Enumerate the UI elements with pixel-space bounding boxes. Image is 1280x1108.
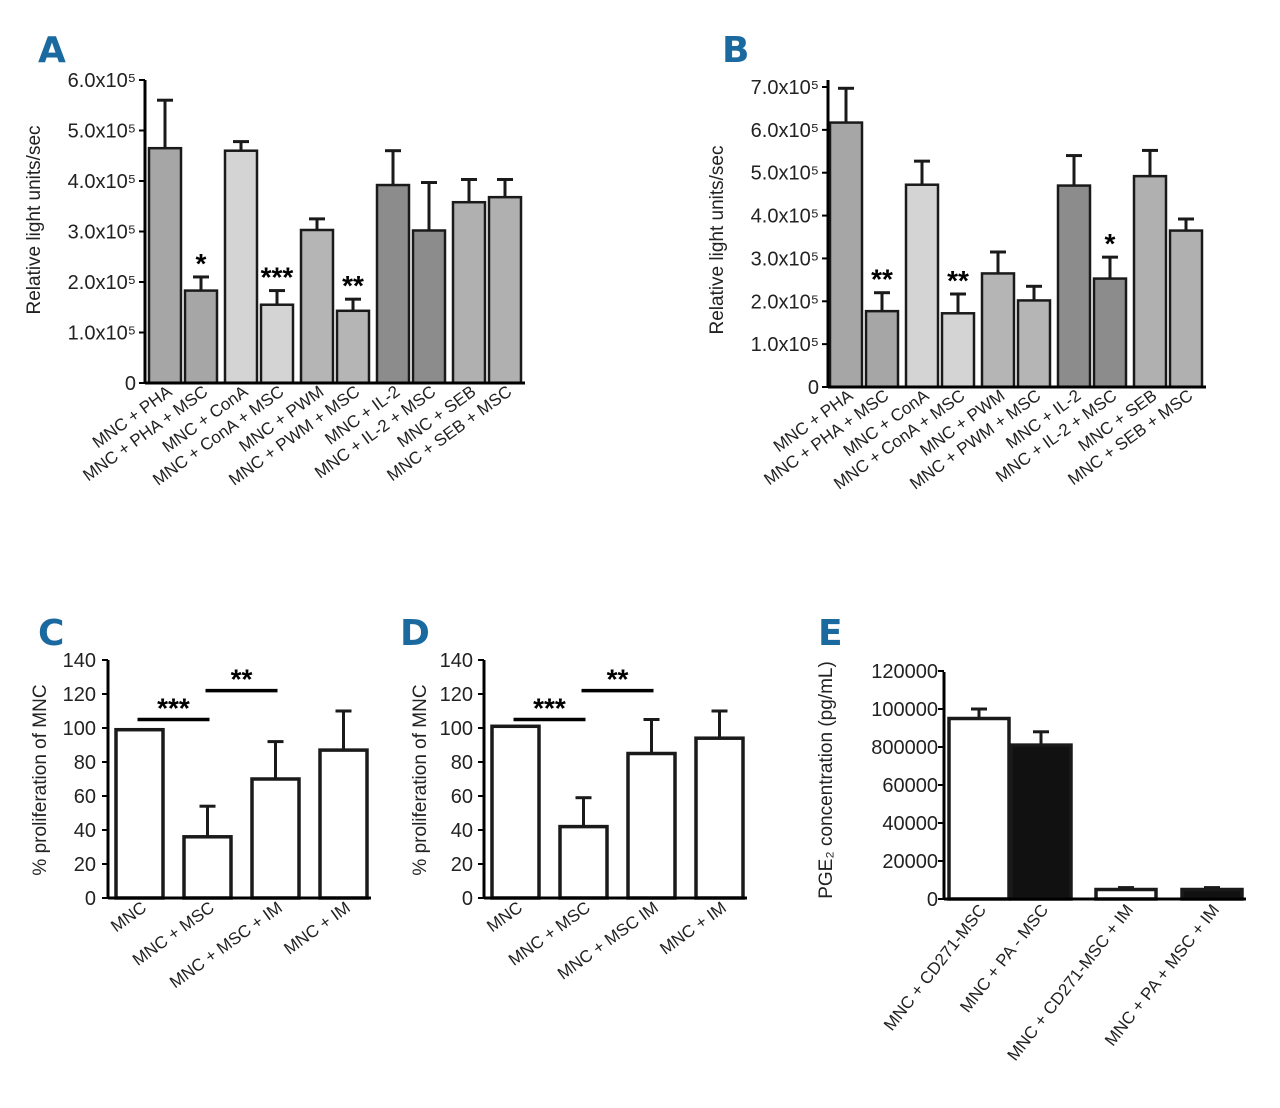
bar-A-4	[299, 228, 335, 385]
y-tick-label-C-6: 120	[63, 684, 96, 706]
bar-B-2	[904, 183, 940, 389]
category-label-C-3: MNC + IM	[280, 898, 353, 959]
panel-label-D: D	[400, 613, 430, 654]
y-tick-label-D-0: 0	[462, 888, 473, 910]
bar-D-3	[694, 736, 745, 900]
panel-label-C: C	[38, 613, 64, 654]
y-tick-label-E-3: 60000	[882, 775, 938, 797]
y-tick-label-E-5: 100000	[871, 699, 938, 721]
significance-A-1: ***	[261, 262, 294, 293]
bar-B-4	[980, 272, 1016, 389]
panel-label-E: E	[818, 613, 843, 654]
y-axis-title-A: Relative light units/sec	[24, 125, 45, 314]
bar-A-6	[375, 183, 411, 385]
y-tick-label-C-0: 0	[85, 888, 96, 910]
bracket-label-D-0: ***	[533, 693, 566, 724]
bar-A-8	[451, 200, 487, 385]
y-axis-title-C: % proliferation of MNC	[30, 684, 51, 875]
y-tick-label-C-4: 80	[74, 752, 96, 774]
significance-A-2: **	[342, 270, 364, 301]
bar-C-2	[250, 777, 301, 900]
category-label-E-0: MNC + CD271-MSC	[880, 901, 990, 1034]
significance-A-0: *	[196, 248, 207, 279]
y-tick-label-E-4: 800000	[871, 737, 938, 759]
y-tick-label-C-5: 100	[63, 718, 96, 740]
category-label-C-0: MNC	[107, 898, 149, 936]
y-tick-label-D-1: 20	[451, 854, 473, 876]
y-tick-label-E-1: 20000	[882, 851, 938, 873]
bar-D-1	[558, 824, 609, 900]
bar-A-7	[411, 229, 447, 385]
y-tick-label-D-4: 80	[451, 752, 473, 774]
category-label-D-0: MNC	[483, 898, 525, 936]
bar-C-0	[114, 727, 165, 900]
y-tick-label-A-1: 1.0x10⁵	[68, 323, 136, 345]
y-tick-label-E-0: 0	[927, 889, 938, 911]
y-tick-label-E-6: 120000	[871, 661, 938, 683]
bracket-label-D-1: **	[607, 664, 629, 695]
y-tick-label-A-5: 5.0x10⁵	[68, 121, 136, 143]
y-tick-label-D-6: 120	[440, 684, 473, 706]
bracket-label-C-0: ***	[157, 693, 190, 724]
y-tick-label-D-3: 60	[451, 786, 473, 808]
bar-B-5	[1016, 299, 1052, 389]
y-tick-label-B-4: 4.0x10⁵	[751, 206, 819, 228]
y-tick-label-C-1: 20	[74, 854, 96, 876]
panel-label-B: B	[722, 30, 749, 71]
bar-A-1	[183, 289, 219, 385]
y-tick-label-C-7: 140	[63, 650, 96, 672]
y-tick-label-D-2: 40	[451, 820, 473, 842]
y-tick-label-B-5: 5.0x10⁵	[751, 163, 819, 185]
significance-B-1: **	[947, 265, 969, 296]
y-tick-label-B-1: 1.0x10⁵	[751, 334, 819, 356]
y-tick-label-B-7: 7.0x10⁵	[751, 77, 819, 99]
category-label-D-3: MNC + IM	[656, 898, 729, 959]
significance-B-0: **	[871, 264, 893, 295]
bar-C-3	[318, 748, 369, 900]
panel-label-A: A	[38, 30, 66, 71]
y-tick-label-A-4: 4.0x10⁵	[68, 171, 136, 193]
y-tick-label-A-3: 3.0x10⁵	[68, 222, 136, 244]
bar-A-9	[487, 195, 523, 385]
significance-B-2: *	[1105, 228, 1116, 259]
bar-B-8	[1132, 174, 1168, 389]
bar-B-7	[1092, 277, 1128, 389]
y-tick-label-C-2: 40	[74, 820, 96, 842]
bar-A-0	[147, 146, 183, 385]
y-axis-title-E: PGE₂ concentration (pg/mL)	[816, 661, 837, 899]
bar-C-1	[182, 835, 233, 900]
bar-D-0	[490, 724, 541, 900]
bar-A-5	[335, 309, 371, 385]
bar-A-3	[259, 303, 295, 385]
y-tick-label-B-3: 3.0x10⁵	[751, 248, 819, 270]
y-axis-title-B: Relative light units/sec	[707, 145, 728, 334]
bracket-label-C-1: **	[231, 664, 253, 695]
bar-E-1	[1009, 743, 1073, 901]
y-tick-label-A-0: 0	[125, 373, 136, 395]
bar-B-9	[1168, 229, 1204, 389]
y-tick-label-B-2: 2.0x10⁵	[751, 291, 819, 313]
bar-B-0	[828, 121, 864, 389]
bar-B-3	[940, 312, 976, 389]
y-tick-label-A-2: 2.0x10⁵	[68, 272, 136, 294]
y-tick-label-A-6: 6.0x10⁵	[68, 70, 136, 92]
bar-D-2	[626, 751, 677, 900]
bar-A-2	[223, 149, 259, 385]
y-tick-label-B-6: 6.0x10⁵	[751, 120, 819, 142]
y-tick-label-E-2: 40000	[882, 813, 938, 835]
category-label-C-2: MNC + MSC + IM	[166, 898, 286, 992]
y-tick-label-D-5: 100	[440, 718, 473, 740]
bar-B-1	[864, 309, 900, 389]
bar-B-6	[1056, 184, 1092, 389]
y-axis-title-D: % proliferation of MNC	[410, 684, 431, 875]
y-tick-label-D-7: 140	[440, 650, 473, 672]
y-tick-label-C-3: 60	[74, 786, 96, 808]
bar-E-0	[947, 716, 1011, 901]
y-tick-label-B-0: 0	[808, 377, 819, 399]
